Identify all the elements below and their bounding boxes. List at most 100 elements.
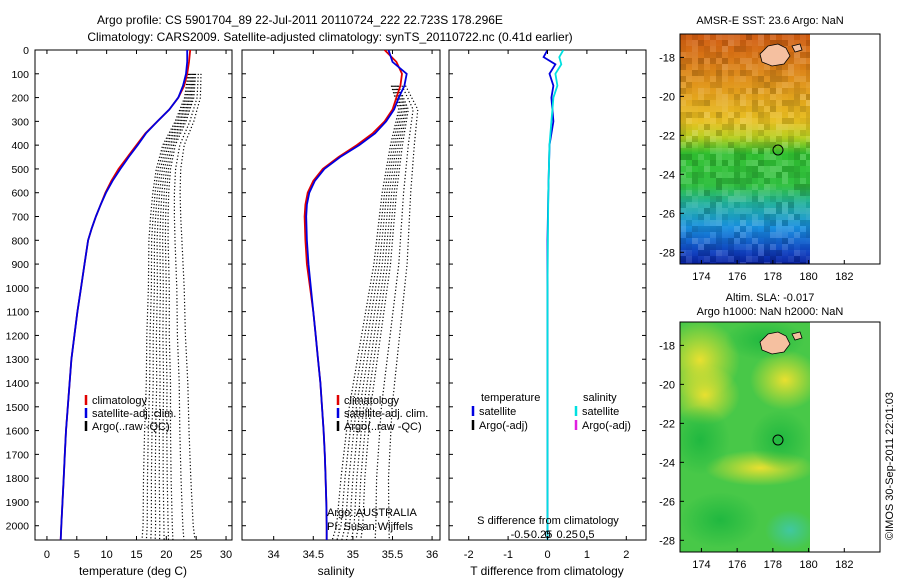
legend-argo: Argo(..raw -QC)	[92, 421, 170, 433]
sst-pixel	[800, 220, 806, 226]
sst-pixel	[752, 190, 758, 196]
sst-pixel	[716, 154, 722, 160]
sst-pixel	[806, 142, 810, 148]
sst-pixel	[758, 112, 764, 118]
sst-pixel	[680, 52, 686, 58]
sst-pixel	[698, 244, 704, 250]
sst-pixel	[698, 166, 704, 172]
sst-pixel	[764, 130, 770, 136]
sst-pixel	[746, 190, 752, 196]
sst-pixel	[758, 214, 764, 220]
sst-pixel	[782, 34, 788, 40]
sst-pixel	[728, 124, 734, 130]
sst-pixel	[698, 232, 704, 238]
sst-pixel	[758, 58, 764, 64]
sst-pixel	[698, 196, 704, 202]
sst-pixel	[686, 34, 692, 40]
sst-pixel	[758, 100, 764, 106]
sst-pixel	[722, 196, 728, 202]
sst-pixel	[782, 256, 788, 262]
sst-pixel	[764, 172, 770, 178]
sst-pixel	[692, 46, 698, 52]
sst-pixel	[776, 82, 782, 88]
sst-pixel	[704, 46, 710, 52]
sst-pixel	[794, 76, 800, 82]
sst-pixel	[704, 70, 710, 76]
sst-pixel	[788, 208, 794, 214]
sst-pixel	[698, 106, 704, 112]
sst-pixel	[710, 130, 716, 136]
sst-pixel	[746, 232, 752, 238]
sst-pixel	[704, 52, 710, 58]
sst-pixel	[758, 154, 764, 160]
sst-pixel	[794, 112, 800, 118]
sst-pixel	[740, 232, 746, 238]
sst-pixel	[776, 190, 782, 196]
sst-pixel	[734, 196, 740, 202]
sst-pixel	[698, 124, 704, 130]
salinity-xlabel: salinity	[318, 564, 355, 578]
sst-pixel	[734, 82, 740, 88]
argo-profile-line	[350, 85, 406, 540]
sst-pixel	[758, 82, 764, 88]
sst-pixel	[728, 262, 734, 264]
sst-pixel	[776, 70, 782, 76]
sst-pixel	[716, 76, 722, 82]
sst-pixel	[710, 226, 716, 232]
sst-pixel	[770, 136, 776, 142]
sst-pixel	[770, 100, 776, 106]
sst-pixel	[782, 136, 788, 142]
sst-pixel	[740, 46, 746, 52]
sst-pixel	[806, 196, 812, 202]
sst-pixel	[800, 142, 806, 148]
sst-pixel	[782, 70, 788, 76]
sst-pixel	[728, 148, 734, 154]
sst-pixel	[698, 160, 704, 166]
sst-pixel	[710, 70, 716, 76]
sst-pixel	[704, 262, 710, 264]
sst-pixel	[728, 184, 734, 190]
x-tick-label: 15	[130, 549, 142, 561]
sst-pixel	[746, 46, 752, 52]
sst-pixel	[704, 58, 710, 64]
satellite-adj-clim--line	[305, 50, 408, 540]
sst-pixel	[692, 208, 698, 214]
sst-pixel	[698, 172, 704, 178]
sst-pixel	[752, 232, 758, 238]
sst-pixel	[704, 88, 710, 94]
map-x-tick-label: 178	[764, 271, 782, 283]
sst-pixel	[770, 250, 776, 256]
sst-pixel	[776, 262, 782, 264]
depth-tick-label: 1000	[6, 283, 30, 295]
sst-pixel	[764, 154, 770, 160]
sst-pixel	[710, 190, 716, 196]
sst-pixel	[746, 148, 752, 154]
sst-pixel	[752, 244, 758, 250]
sst-pixel	[758, 160, 764, 166]
argo-profile-line	[331, 85, 400, 540]
sst-pixel	[680, 82, 686, 88]
x-tick-label: 34.5	[303, 549, 324, 561]
sst-pixel	[716, 46, 722, 52]
sst-pixel	[788, 70, 794, 76]
sst-pixel	[722, 82, 728, 88]
sst-pixel	[764, 40, 770, 46]
sst-pixel	[806, 112, 810, 118]
sst-pixel	[806, 154, 810, 160]
sst-pixel	[728, 142, 734, 148]
sst-pixel	[806, 148, 810, 154]
sst-pixel	[788, 220, 794, 226]
sst-pixel	[710, 220, 716, 226]
sst-pixel	[716, 232, 722, 238]
sst-pixel	[710, 136, 716, 142]
sst-pixel	[746, 40, 752, 46]
sst-pixel	[704, 142, 710, 148]
depth-tick-label: 100	[11, 69, 29, 81]
argo-profile-line	[341, 85, 403, 540]
island-small-sla	[791, 331, 803, 341]
sst-pixel	[788, 214, 794, 220]
sst-pixel	[680, 250, 686, 256]
sst-pixel	[746, 130, 752, 136]
sst-pixel	[698, 256, 704, 262]
sst-pixel	[680, 232, 686, 238]
